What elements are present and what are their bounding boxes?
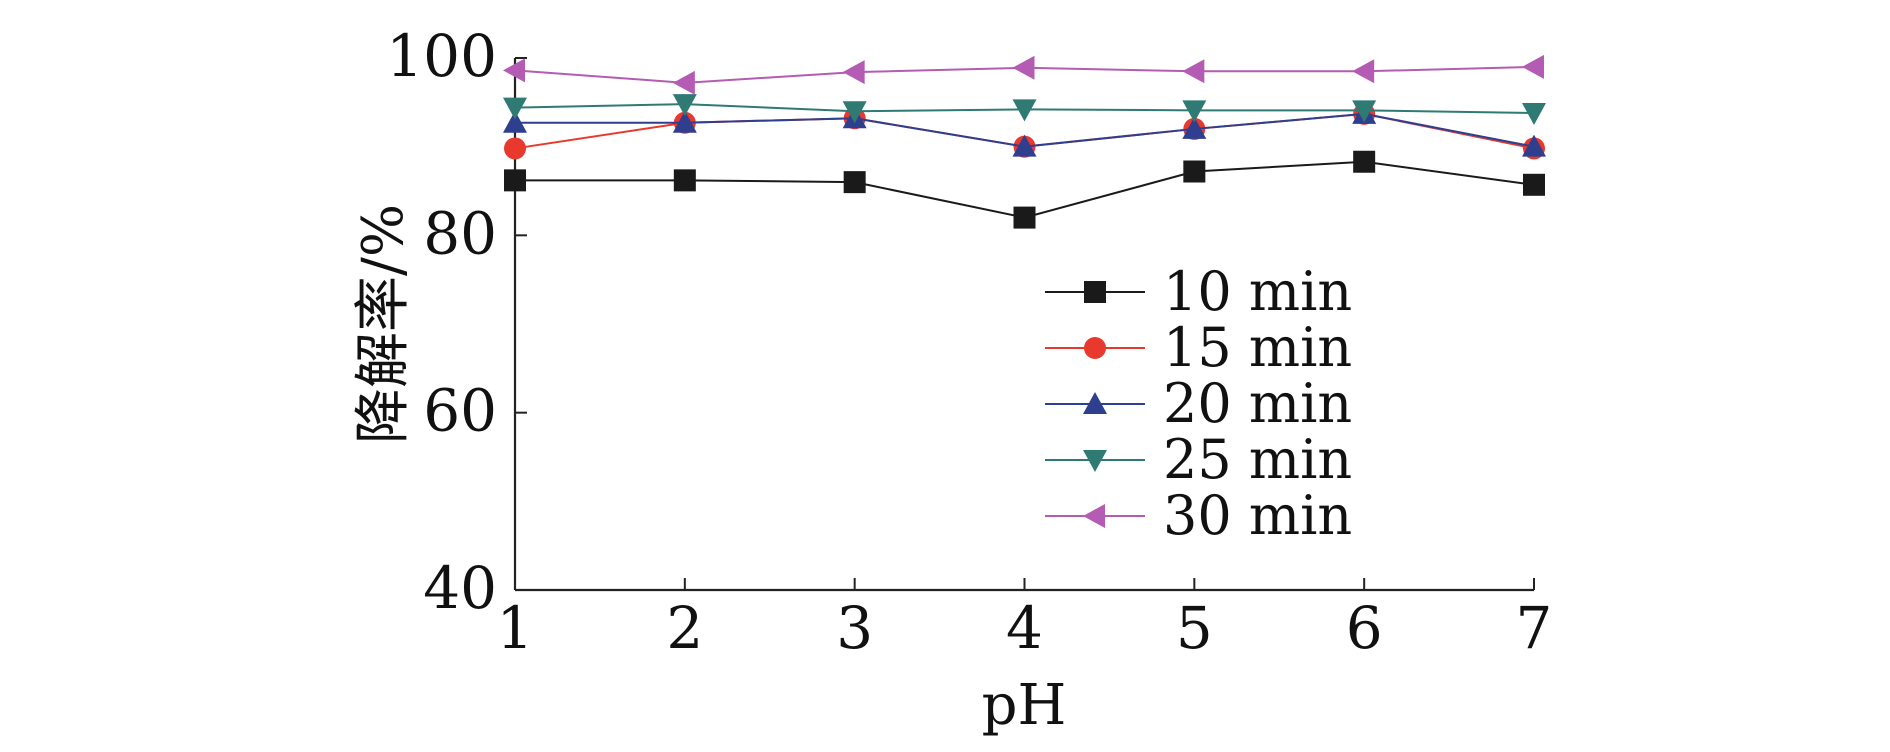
x-tick-label-3: 3 [836,594,873,662]
y-axis-ticks: 40 60 80 100 [386,22,527,622]
y-tick-label-100: 100 [386,22,497,90]
series-4-point-7 [1522,102,1546,125]
legend-label-1: 10 min [1163,260,1352,323]
legend-marker-5 [1083,504,1105,528]
series-1-point-3 [843,171,866,194]
x-tick-label-7: 7 [1516,594,1553,662]
series-4-point-4 [1012,99,1037,122]
series-1-point-2 [673,169,696,192]
series-5-point-3 [842,60,865,85]
y-tick-label-40: 40 [423,554,497,622]
y-tick-label-60: 60 [423,377,497,445]
y-axis-title: 降解率/% [351,204,416,444]
legend-label-3: 20 min [1163,372,1352,435]
series-5-point-1 [503,58,525,83]
series-1-point-6 [1353,150,1376,173]
series-1-point-4 [1013,206,1036,229]
series-5-point-5 [1182,59,1205,84]
series-5-point-2 [672,70,695,95]
x-axis-title: pH [982,673,1067,738]
x-tick-label-4: 4 [1006,594,1043,662]
series-3-point-2 [672,110,697,133]
x-tick-label-1: 1 [497,594,534,662]
legend-marker-4 [1083,450,1107,472]
x-tick-label-5: 5 [1176,594,1213,662]
series-3-point-1 [503,110,527,133]
legend-marker-3 [1083,392,1107,414]
series-2-point-1 [504,137,526,160]
legend-label-2: 15 min [1163,316,1352,379]
series-4-point-5 [1182,100,1207,123]
series-3-point-4 [1012,134,1037,157]
legend-label-4: 25 min [1163,428,1352,491]
series-4-point-1 [503,97,527,120]
legend-marker-2 [1084,337,1106,359]
legend-marker-1 [1084,281,1106,303]
series-1-point-1 [504,169,526,192]
series-1-point-5 [1183,160,1206,183]
series-3-point-7 [1522,134,1546,157]
series-5-point-6 [1352,59,1375,84]
series-1-point-7 [1523,173,1545,196]
x-axis-ticks: 1 2 3 4 5 6 7 [497,578,1553,662]
x-tick-label-6: 6 [1346,594,1383,662]
series-1 [504,150,1545,229]
series-5-point-4 [1012,55,1035,80]
y-tick-label-80: 80 [423,199,497,267]
series-4 [503,94,1546,125]
x-tick-label-2: 2 [666,594,703,662]
series-5-point-7 [1522,54,1544,79]
series-4-point-3 [842,101,867,124]
series-4-point-6 [1352,100,1377,123]
series-3-point-5 [1182,116,1207,139]
legend-label-5: 30 min [1163,484,1352,547]
series-5 [503,54,1544,95]
series-4-point-2 [672,94,697,117]
series-layer [503,54,1546,229]
